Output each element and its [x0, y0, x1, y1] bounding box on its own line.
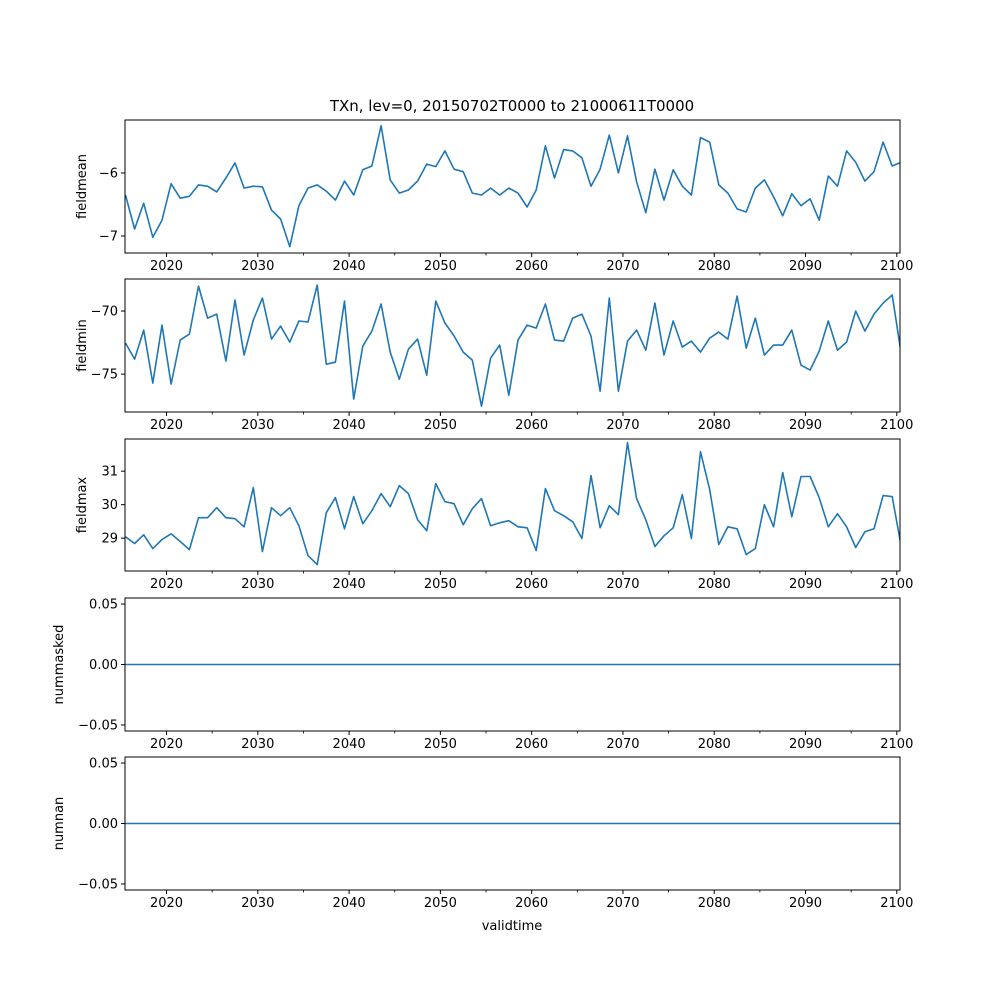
panel-nummasked: 2020 2030 2040 2050 2060 2070 2080 2090 2100 −0.0… [52, 597, 913, 752]
x-tick-label: 2090 [789, 737, 822, 752]
x-tick-label: 2060 [515, 737, 548, 752]
x-tick-label: 2020 [150, 418, 183, 433]
y-axis-label: fieldmin [75, 319, 90, 372]
x-tick-label: 2080 [698, 259, 731, 274]
x-tick-label: 2060 [515, 418, 548, 433]
x-tick-label: 2100 [880, 259, 913, 274]
y-axis-label: nummasked [52, 625, 67, 705]
x-tick-label: 2070 [606, 577, 639, 592]
x-tick-label: 2020 [150, 896, 183, 911]
x-tick-label: 2050 [424, 418, 457, 433]
x-tick-label: 2050 [424, 259, 457, 274]
x-tick-label: 2030 [241, 896, 274, 911]
x-tick-label: 2090 [789, 896, 822, 911]
x-tick-label: 2100 [880, 418, 913, 433]
x-tick-label: 2020 [150, 737, 183, 752]
x-tick-label: 2050 [424, 737, 457, 752]
x-tick-label: 2030 [241, 418, 274, 433]
x-tick-label: 2080 [698, 418, 731, 433]
panel-fieldmax: 2020 2030 2040 2050 2060 2070 2080 2090 2100 29 30… [75, 438, 913, 592]
x-tick-label: 2100 [880, 577, 913, 592]
x-tick-label: 2100 [880, 896, 913, 911]
y-tick-label: −7 [99, 229, 118, 244]
x-tick-label: 2090 [789, 259, 822, 274]
x-tick-label: 2040 [333, 418, 366, 433]
panel-fieldmin: 2020 2030 2040 2050 2060 2070 2080 2090 2100 −75 −… [75, 278, 913, 433]
panel-fieldmean: 2020 2030 2040 2050 2060 2070 2080 2090 2100 −7 −6… [75, 119, 913, 274]
x-tick-label: 2030 [241, 577, 274, 592]
x-tick-label: 2030 [241, 737, 274, 752]
x-tick-label: 2030 [241, 259, 274, 274]
series-line-fieldmean [125, 124, 900, 248]
y-tick-label: 0.05 [89, 757, 118, 772]
x-tick-label: 2020 [150, 577, 183, 592]
series-line-fieldmax [125, 441, 900, 566]
y-tick-label: −70 [91, 305, 118, 320]
x-tick-label: 2040 [333, 737, 366, 752]
x-tick-label: 2090 [789, 577, 822, 592]
x-tick-label: 2070 [606, 896, 639, 911]
x-tick-label: 2020 [150, 259, 183, 274]
x-tick-label: 2060 [515, 896, 548, 911]
y-tick-label: 31 [101, 465, 118, 480]
axes-frame [124, 119, 901, 254]
chart-title: TXn, lev=0, 20150702T0000 to 21000611T00… [329, 97, 694, 115]
y-tick-label: 29 [101, 532, 118, 547]
y-tick-label: 0.00 [89, 817, 118, 832]
panel-numnan: 2020 2030 2040 2050 2060 2070 2080 2090 2100 −0.0… [52, 756, 913, 911]
y-tick-label: 30 [101, 498, 118, 513]
axes-frame [124, 278, 901, 413]
x-axis-label: validtime [482, 919, 543, 934]
x-tick-label: 2040 [333, 259, 366, 274]
x-tick-label: 2070 [606, 418, 639, 433]
axes-frame [124, 438, 901, 572]
y-axis-label: fieldmax [75, 477, 90, 534]
x-tick-label: 2080 [698, 737, 731, 752]
y-tick-label: −6 [99, 166, 118, 181]
x-tick-label: 2050 [424, 896, 457, 911]
x-tick-label: 2050 [424, 577, 457, 592]
y-tick-label: −0.05 [78, 718, 118, 733]
x-tick-label: 2040 [333, 896, 366, 911]
x-tick-label: 2100 [880, 737, 913, 752]
x-tick-label: 2060 [515, 577, 548, 592]
x-tick-label: 2070 [606, 737, 639, 752]
x-tick-label: 2070 [606, 259, 639, 274]
series-line-fieldmin [125, 284, 900, 408]
y-tick-label: 0.00 [89, 658, 118, 673]
x-tick-label: 2080 [698, 577, 731, 592]
x-tick-label: 2060 [515, 259, 548, 274]
y-axis-label: numnan [52, 797, 67, 851]
x-tick-label: 2040 [333, 577, 366, 592]
y-tick-label: 0.05 [89, 598, 118, 613]
y-axis-label: fieldmean [75, 154, 90, 219]
x-tick-label: 2080 [698, 896, 731, 911]
y-tick-label: −75 [91, 368, 118, 383]
x-tick-label: 2090 [789, 418, 822, 433]
y-tick-label: −0.05 [78, 877, 118, 892]
